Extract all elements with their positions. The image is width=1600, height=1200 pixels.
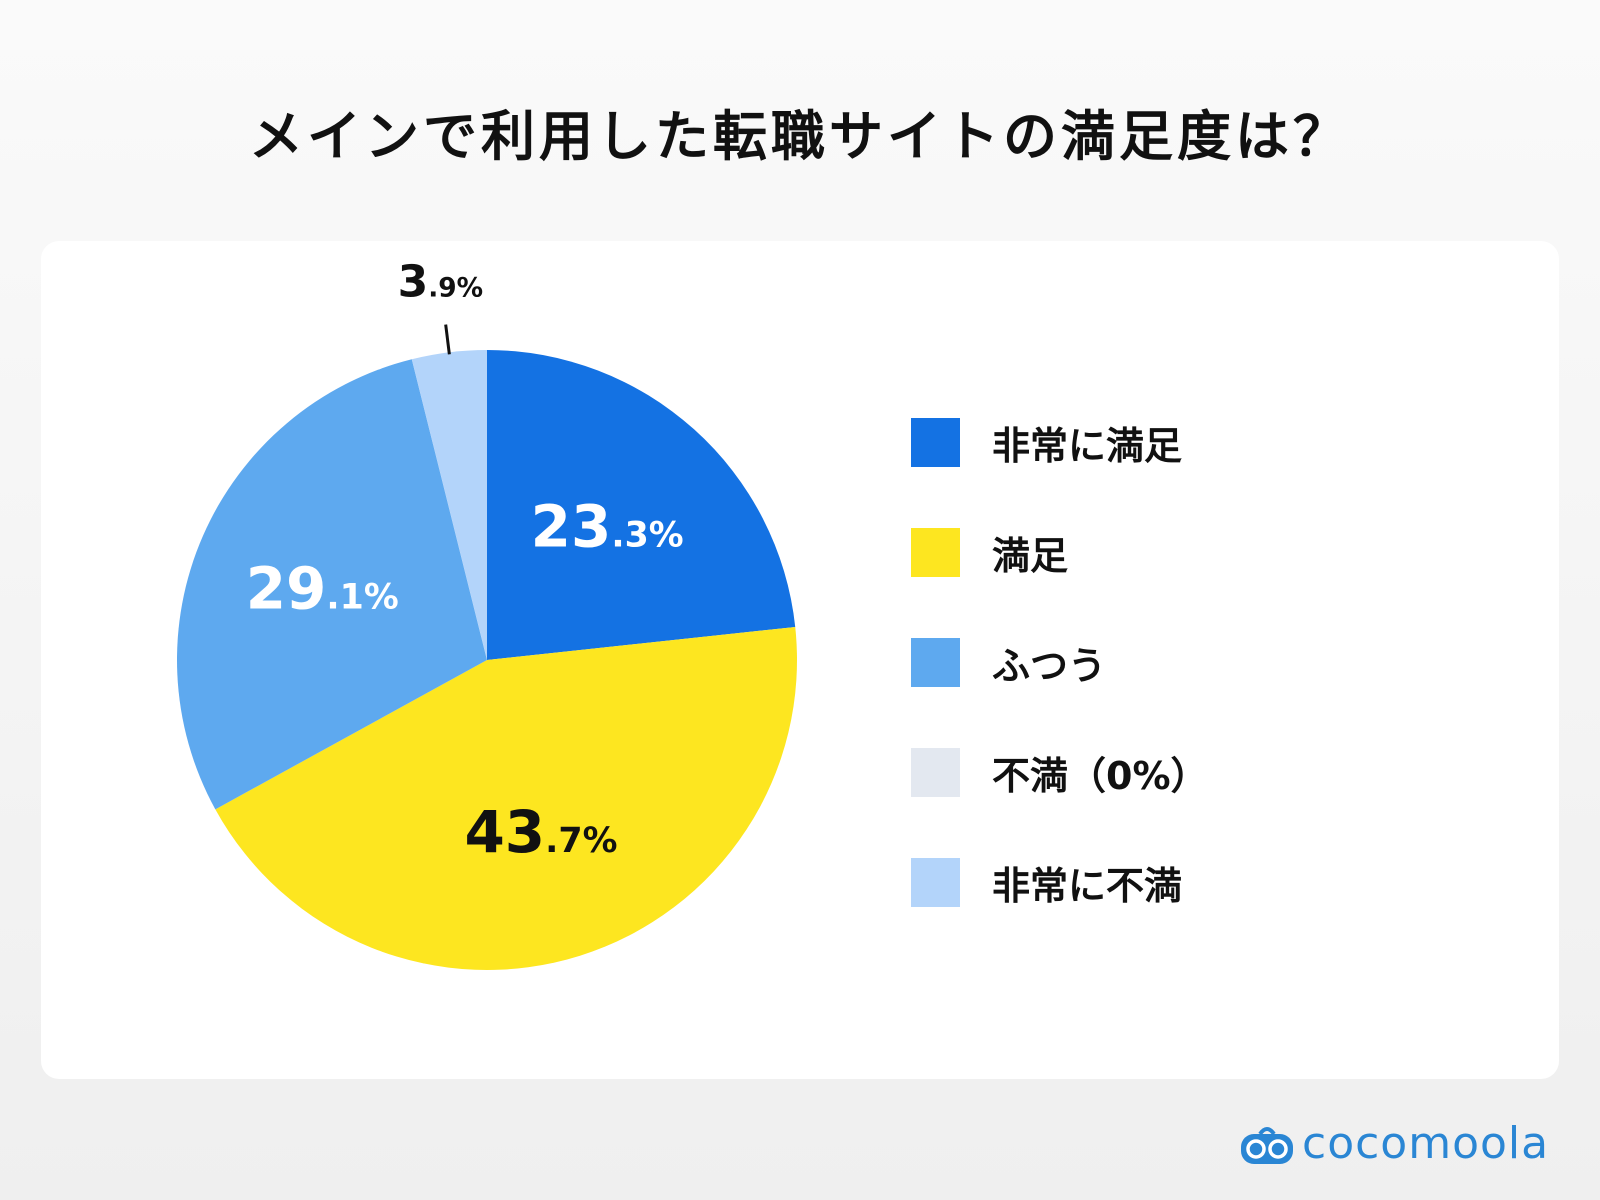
data-label-0: 23.3%: [531, 493, 684, 561]
pie-slice-0: [487, 350, 796, 660]
data-label-4: 3.9%: [398, 256, 483, 307]
pie-slice-2: [176, 359, 487, 810]
pie-chart: 23.3% 43.7% 29.1% 3.9%: [176, 256, 797, 970]
legend-label: 非常に満足: [992, 424, 1183, 468]
legend-swatch: [911, 748, 960, 797]
logo-robot-icon: [1241, 1126, 1293, 1164]
legend-swatch: [911, 858, 960, 907]
leader-line-4: [444, 324, 451, 355]
legend-item-1: 満足: [911, 525, 1068, 580]
legend-label: ふつう: [992, 644, 1107, 688]
legend-swatch: [911, 528, 960, 577]
legend-label: 満足: [992, 534, 1069, 578]
legend-item-3: 不満（0%）: [911, 745, 1209, 800]
data-label-2: 29.1%: [246, 554, 399, 622]
data-label-1: 43.7%: [464, 798, 617, 866]
legend-swatch: [911, 418, 960, 467]
chart-card: 23.3% 43.7% 29.1% 3.9% 非常に満足満足ふつう不満（0%） 非常に不…: [41, 241, 1559, 1079]
legend-label: 不満（0%）: [992, 754, 1209, 798]
legend-item-4: 非常に不満: [911, 855, 1182, 910]
logo-text: cocomoola: [1302, 1118, 1550, 1169]
chart-title: メインで利用した転職サイトの満足度は？: [249, 105, 1351, 168]
legend-item-2: ふつう: [911, 635, 1106, 690]
cocomoola-logo: cocomoola: [1240, 1118, 1549, 1169]
legend-label: 非常に不満: [992, 864, 1183, 908]
pie-slice-1: [215, 626, 797, 970]
legend-item-0: 非常に満足: [911, 415, 1182, 470]
legend-swatch: [911, 638, 960, 687]
pie-slice-4: [411, 350, 487, 660]
